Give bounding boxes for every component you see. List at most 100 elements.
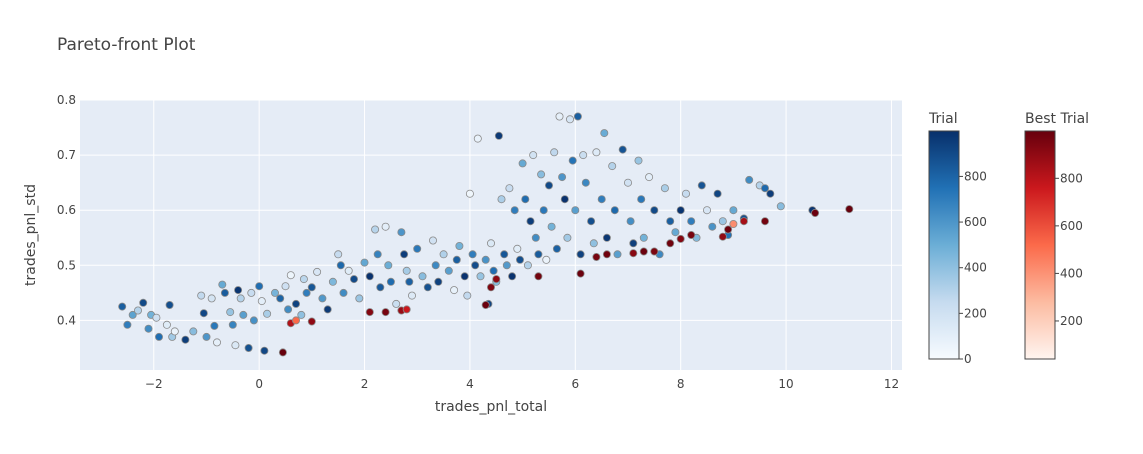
trial-point: [413, 244, 422, 253]
trial-point: [560, 195, 569, 204]
trial-point: [197, 291, 206, 300]
trial-point: [276, 294, 285, 303]
trial-point: [323, 305, 332, 314]
trial-point: [307, 283, 316, 292]
trial-point: [529, 151, 538, 160]
trial-point: [139, 298, 148, 307]
trial-point: [418, 272, 427, 281]
trial-point: [428, 236, 437, 245]
colorbar-trial: Trial 0 200 400 600 800: [928, 111, 987, 366]
trial-point: [255, 282, 264, 291]
best-trial-point: [602, 250, 611, 259]
trial-point: [513, 244, 522, 253]
trial-point: [128, 310, 137, 319]
best-trial-point: [811, 208, 820, 217]
trial-point: [687, 217, 696, 226]
trial-point: [386, 277, 395, 286]
y-axis-title: trades_pnl_std: [23, 184, 39, 286]
trial-point: [523, 261, 532, 270]
trial-point: [231, 341, 240, 350]
colorbar-tick-label: 600: [1060, 219, 1083, 233]
colorbar-tick-label: 400: [964, 261, 987, 275]
colorbar-tick-label: 0: [964, 352, 972, 366]
trial-point: [473, 134, 482, 143]
best-trial-point: [278, 348, 287, 357]
trial-point: [671, 228, 680, 237]
trial-point: [545, 181, 554, 190]
trial-point: [270, 288, 279, 297]
trial-point: [384, 261, 393, 270]
trial-point: [745, 175, 754, 184]
trial-point: [236, 294, 245, 303]
trial-point: [589, 239, 598, 248]
trial-point: [218, 280, 227, 289]
trial-point: [407, 291, 416, 300]
trial-point: [624, 178, 633, 187]
trial-point: [539, 206, 548, 215]
trial-point: [360, 258, 369, 267]
trial-point: [576, 250, 585, 259]
trial-point: [508, 272, 517, 281]
trial-point: [234, 286, 243, 295]
trial-point: [579, 151, 588, 160]
trial-point: [212, 338, 221, 347]
trial-point: [328, 277, 337, 286]
trial-point: [489, 266, 498, 275]
trial-point: [460, 272, 469, 281]
trial-point: [365, 272, 374, 281]
trial-point: [371, 225, 380, 234]
trial-point: [639, 233, 648, 242]
scatter-points: [118, 112, 854, 357]
trial-point: [228, 320, 237, 329]
trial-point: [434, 277, 443, 286]
x-tick-label: 4: [466, 377, 474, 391]
trial-point: [613, 250, 622, 259]
trial-point: [402, 266, 411, 275]
trial-point: [708, 222, 717, 231]
colorbar-best-trial-gradient: [1024, 130, 1056, 360]
trial-point: [531, 233, 540, 242]
trial-point: [697, 181, 706, 190]
trial-point: [563, 233, 572, 242]
trial-point: [133, 306, 142, 315]
colorbar-best-trial-title: Best Trial: [1025, 111, 1089, 127]
x-tick-label: 12: [884, 377, 899, 391]
trial-point: [376, 283, 385, 292]
trial-point: [318, 294, 327, 303]
trial-point: [566, 115, 575, 124]
colorbar-tick-label: 200: [964, 306, 987, 320]
trial-point: [244, 343, 253, 352]
trial-point: [239, 310, 248, 319]
trial-point: [626, 217, 635, 226]
trial-point: [439, 250, 448, 259]
trial-point: [571, 206, 580, 215]
best-trial-point: [534, 272, 543, 281]
trial-point: [455, 241, 464, 250]
best-trial-point: [761, 217, 770, 226]
best-trial-point: [486, 283, 495, 292]
trial-point: [703, 206, 712, 215]
x-tick-label: 10: [778, 377, 793, 391]
trial-point: [476, 272, 485, 281]
trial-point: [210, 321, 219, 330]
trial-point: [344, 266, 353, 275]
trial-point: [761, 184, 770, 193]
trial-point: [392, 299, 401, 308]
x-tick-label: 8: [677, 377, 685, 391]
colorbar-tick-label: 800: [964, 169, 987, 183]
trial-point: [405, 277, 414, 286]
trial-point: [592, 148, 601, 157]
best-trial-point: [492, 275, 501, 284]
axis-ticks: −2 0 2 4 6 8 10 12 0.4 0.5 0.6 0.7 0.8: [57, 93, 899, 391]
trial-point: [302, 288, 311, 297]
trial-point: [152, 313, 161, 322]
trial-point: [313, 267, 322, 276]
trial-point: [534, 250, 543, 259]
trial-point: [463, 291, 472, 300]
trial-point: [444, 266, 453, 275]
trial-point: [547, 222, 556, 231]
colorbar-trial-ticks: 0 200 400 600 800: [959, 169, 987, 366]
trial-point: [144, 324, 153, 333]
chart-title: Pareto-front Plot: [57, 35, 196, 55]
